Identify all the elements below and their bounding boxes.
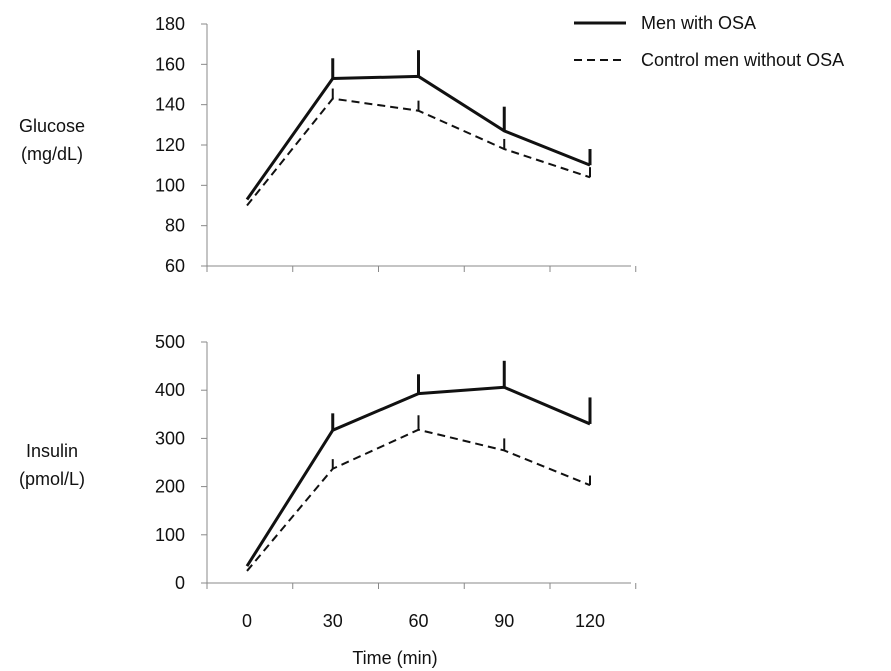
glucose-y-tick-label: 160: [155, 54, 185, 74]
glucose-y-tick-label: 80: [165, 216, 185, 236]
legend: Men with OSA Control men without OSA: [574, 13, 844, 70]
glucose-y-tick-label: 120: [155, 135, 185, 155]
insulin-x-tick-label: 30: [323, 611, 343, 631]
glucose-y-tick-label: 60: [165, 256, 185, 276]
insulin-y-tick-label: 300: [155, 428, 185, 448]
glucose-y-tick-label: 140: [155, 95, 185, 115]
legend-label-osa: Men with OSA: [641, 13, 756, 33]
insulin-x-tick-label: 0: [242, 611, 252, 631]
glucose-series-control: [246, 97, 591, 207]
glucose-series-osa: [245, 74, 591, 201]
insulin-x-tick-label: 90: [494, 611, 514, 631]
legend-label-control: Control men without OSA: [641, 50, 844, 70]
insulin-ylabel-line2: (pmol/L): [19, 469, 85, 489]
insulin-y-tick-label: 100: [155, 525, 185, 545]
glucose-y-tick-label: 100: [155, 175, 185, 195]
insulin-y-tick-label: 500: [155, 332, 185, 352]
glucose-panel: Glucose (mg/dL) 60 80 100 120 140 160 180: [19, 14, 637, 276]
insulin-x-tick-label: 120: [575, 611, 605, 631]
insulin-ylabel-line1: Insulin: [26, 441, 78, 461]
insulin-series-osa: [245, 385, 591, 567]
insulin-series-control: [246, 428, 591, 572]
insulin-y-tick-label: 400: [155, 380, 185, 400]
glucose-ylabel-line2: (mg/dL): [21, 144, 83, 164]
glucose-ylabel-line1: Glucose: [19, 116, 85, 136]
insulin-panel: Insulin (pmol/L) Time (min) 010020030040…: [19, 332, 637, 668]
glucose-y-tick-label: 180: [155, 14, 185, 34]
insulin-y-tick-label: 0: [175, 573, 185, 593]
x-axis-title: Time (min): [352, 648, 437, 668]
insulin-y-tick-label: 200: [155, 477, 185, 497]
insulin-x-tick-label: 60: [408, 611, 428, 631]
